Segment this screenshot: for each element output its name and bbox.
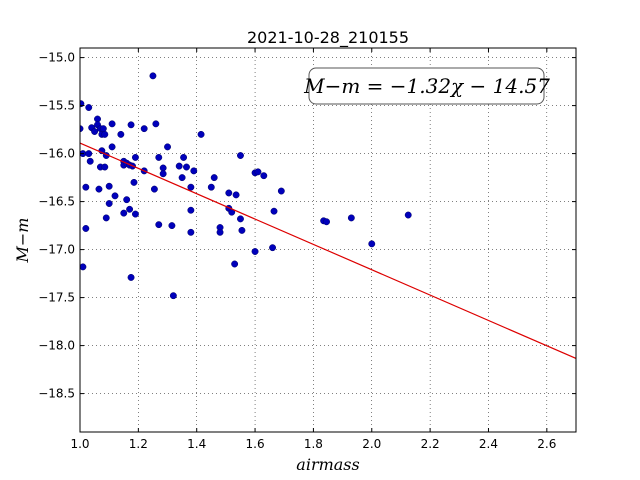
data-point xyxy=(126,205,134,213)
data-point xyxy=(237,152,244,159)
axis-ticks: 1.0 1.2 1.4 1.6 1.8 2.0 2.2 2.4 2.6 −15.0 −15.5 −16… xyxy=(38,48,576,451)
x-tick-label: 1.0 xyxy=(70,437,89,451)
data-point xyxy=(270,207,278,215)
data-point xyxy=(216,228,224,236)
data-point xyxy=(237,215,244,223)
data-point xyxy=(210,174,218,182)
data-point xyxy=(238,226,246,234)
data-point xyxy=(187,228,195,236)
x-tick-label: 2.0 xyxy=(362,437,381,451)
data-point xyxy=(368,240,376,248)
data-point xyxy=(155,221,163,229)
data-point xyxy=(152,120,160,128)
data-point xyxy=(169,292,177,300)
data-point xyxy=(95,185,103,193)
y-tick-label: −17.0 xyxy=(38,243,75,257)
data-point xyxy=(108,120,116,128)
data-point xyxy=(105,182,113,190)
data-point xyxy=(190,167,198,175)
data-point xyxy=(197,130,205,138)
data-point xyxy=(168,222,176,230)
data-point xyxy=(131,210,139,218)
data-point xyxy=(260,172,268,180)
data-point xyxy=(86,157,94,165)
data-point xyxy=(82,225,90,232)
fit-annotation: M−m = −1.32χ − 14.57 xyxy=(303,67,550,105)
data-point xyxy=(149,72,157,80)
y-tick-label: −17.5 xyxy=(38,291,75,305)
data-point xyxy=(85,104,93,111)
annotation-text: M−m = −1.32χ − 14.57 xyxy=(303,74,550,98)
data-point xyxy=(187,183,195,191)
data-point xyxy=(207,183,215,191)
plot-frame xyxy=(79,47,577,433)
y-tick-label: −18.0 xyxy=(38,339,75,353)
data-point xyxy=(164,143,171,151)
data-point xyxy=(277,187,285,195)
x-tick-label: 2.2 xyxy=(421,437,440,451)
data-point xyxy=(231,260,239,268)
data-point xyxy=(101,163,109,171)
data-point xyxy=(178,174,186,182)
fit-line xyxy=(80,142,576,360)
data-point xyxy=(102,214,110,222)
data-point xyxy=(232,191,240,199)
data-point xyxy=(155,153,163,161)
data-point xyxy=(127,121,135,129)
data-point xyxy=(251,248,259,255)
plot-area xyxy=(80,72,576,360)
x-tick-label: 2.4 xyxy=(479,437,498,451)
x-tick-label: 1.8 xyxy=(304,437,323,451)
grid xyxy=(79,48,576,432)
data-point xyxy=(254,168,262,176)
data-point xyxy=(175,162,183,170)
x-axis-label: airmass xyxy=(296,455,359,474)
data-point xyxy=(159,170,167,178)
data-point xyxy=(323,218,330,226)
data-point xyxy=(99,125,107,133)
data-point xyxy=(108,143,116,151)
data-point xyxy=(94,115,101,123)
y-axis-label: M−m xyxy=(13,218,32,264)
data-point xyxy=(150,185,158,193)
x-tick-label: 1.4 xyxy=(187,437,206,451)
data-point xyxy=(120,209,128,217)
data-point xyxy=(269,244,277,252)
data-point xyxy=(347,214,355,222)
data-point xyxy=(180,153,188,161)
data-point xyxy=(123,196,131,204)
data-point xyxy=(159,164,167,172)
data-point xyxy=(183,163,190,171)
y-tick-label: −15.0 xyxy=(38,51,75,65)
data-point xyxy=(82,183,90,191)
data-point xyxy=(131,153,139,161)
data-point xyxy=(80,263,87,271)
y-tick-label: −15.5 xyxy=(38,99,75,113)
annotation-box xyxy=(308,67,545,105)
data-point xyxy=(140,125,148,133)
y-tick-label: −18.5 xyxy=(38,387,75,401)
data-point xyxy=(111,192,119,200)
data-point xyxy=(101,130,109,138)
y-tick-label: −16.0 xyxy=(38,147,75,161)
data-point xyxy=(85,150,93,158)
x-tick-label: 1.2 xyxy=(129,437,148,451)
chart-title: 2021-10-28_210155 xyxy=(247,28,409,48)
x-tick-label: 2.6 xyxy=(537,437,556,451)
data-point xyxy=(117,130,125,138)
y-tick-label: −16.5 xyxy=(38,195,75,209)
data-point xyxy=(225,189,233,197)
data-point xyxy=(130,178,138,186)
x-tick-label: 1.6 xyxy=(246,437,265,451)
data-point xyxy=(127,273,135,281)
data-point xyxy=(105,200,113,207)
data-point xyxy=(404,211,412,219)
data-point xyxy=(91,128,99,135)
data-point xyxy=(187,206,195,214)
